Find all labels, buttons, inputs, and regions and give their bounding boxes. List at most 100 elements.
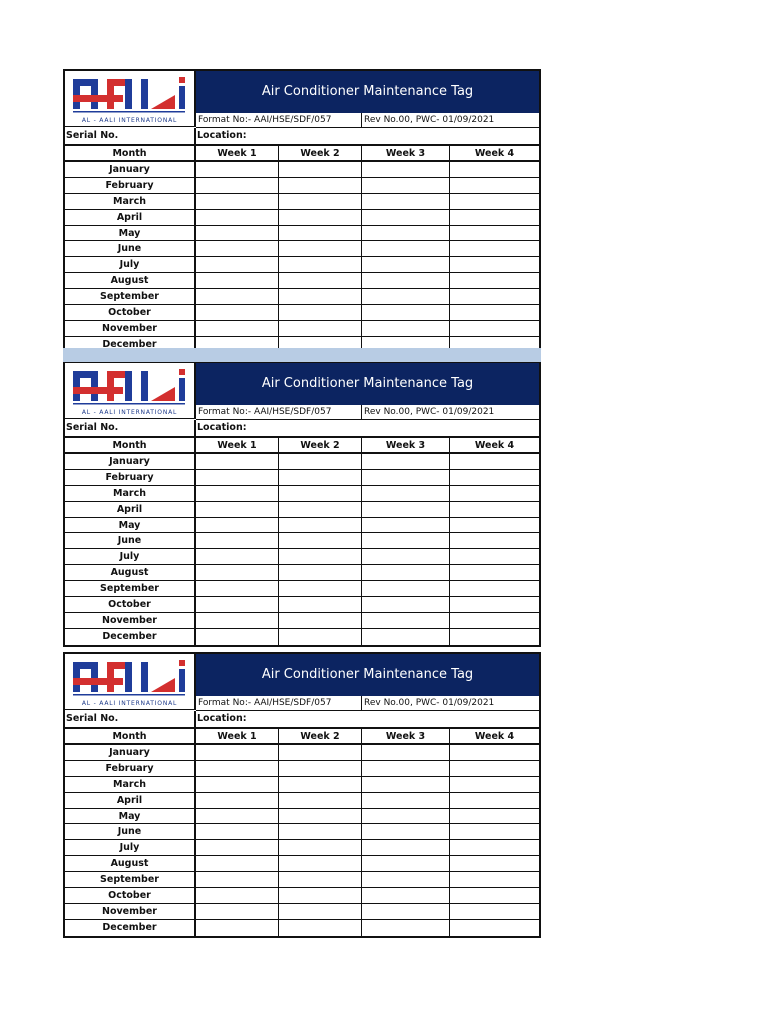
week-cell[interactable]: [279, 162, 362, 178]
week-cell[interactable]: [450, 502, 539, 518]
week-cell[interactable]: [450, 533, 539, 550]
week-cell[interactable]: [279, 501, 362, 518]
week-cell[interactable]: [279, 209, 362, 226]
week-cell[interactable]: [196, 808, 279, 825]
week-cell[interactable]: [279, 612, 362, 629]
week-cell[interactable]: [362, 888, 450, 904]
week-cell[interactable]: [196, 549, 279, 566]
week-cell[interactable]: [362, 581, 450, 598]
week-cell[interactable]: [362, 209, 450, 226]
week-cell[interactable]: [362, 225, 450, 242]
week-cell[interactable]: [196, 257, 279, 274]
week-cell[interactable]: [450, 518, 539, 534]
week-cell[interactable]: [450, 210, 539, 226]
week-cell[interactable]: [196, 209, 279, 226]
week-cell[interactable]: [196, 760, 279, 777]
week-cell[interactable]: [450, 809, 539, 825]
week-cell[interactable]: [279, 872, 362, 889]
week-cell[interactable]: [279, 808, 362, 825]
week-cell[interactable]: [362, 597, 450, 613]
week-cell[interactable]: [450, 454, 539, 470]
week-cell[interactable]: [279, 792, 362, 809]
week-cell[interactable]: [279, 856, 362, 873]
week-cell[interactable]: [450, 241, 539, 258]
week-cell[interactable]: [362, 177, 450, 194]
week-cell[interactable]: [196, 856, 279, 873]
week-cell[interactable]: [196, 597, 279, 613]
week-cell[interactable]: [362, 320, 450, 337]
week-cell[interactable]: [362, 549, 450, 566]
week-cell[interactable]: [362, 533, 450, 550]
week-cell[interactable]: [362, 257, 450, 274]
week-cell[interactable]: [450, 745, 539, 761]
week-cell[interactable]: [450, 565, 539, 582]
week-cell[interactable]: [279, 888, 362, 904]
week-cell[interactable]: [362, 612, 450, 629]
week-cell[interactable]: [450, 289, 539, 306]
week-cell[interactable]: [196, 241, 279, 258]
week-cell[interactable]: [362, 628, 450, 645]
week-cell[interactable]: [362, 469, 450, 486]
week-cell[interactable]: [196, 336, 279, 353]
week-cell[interactable]: [196, 193, 279, 210]
week-cell[interactable]: [450, 872, 539, 889]
week-cell[interactable]: [279, 760, 362, 777]
week-cell[interactable]: [362, 454, 450, 470]
week-cell[interactable]: [362, 776, 450, 793]
week-cell[interactable]: [362, 840, 450, 857]
week-cell[interactable]: [196, 273, 279, 290]
week-cell[interactable]: [196, 305, 279, 321]
week-cell[interactable]: [362, 305, 450, 321]
week-cell[interactable]: [196, 628, 279, 645]
week-cell[interactable]: [362, 856, 450, 873]
week-cell[interactable]: [362, 565, 450, 582]
week-cell[interactable]: [196, 872, 279, 889]
week-cell[interactable]: [196, 289, 279, 306]
week-cell[interactable]: [279, 225, 362, 242]
week-cell[interactable]: [196, 177, 279, 194]
serial-number-field[interactable]: Serial No.: [65, 420, 196, 436]
week-cell[interactable]: [362, 289, 450, 306]
week-cell[interactable]: [450, 840, 539, 857]
week-cell[interactable]: [196, 888, 279, 904]
week-cell[interactable]: [362, 162, 450, 178]
week-cell[interactable]: [450, 761, 539, 777]
week-cell[interactable]: [279, 485, 362, 502]
week-cell[interactable]: [279, 336, 362, 353]
week-cell[interactable]: [450, 824, 539, 841]
week-cell[interactable]: [279, 177, 362, 194]
week-cell[interactable]: [450, 194, 539, 210]
week-cell[interactable]: [279, 549, 362, 566]
week-cell[interactable]: [450, 178, 539, 194]
week-cell[interactable]: [450, 162, 539, 178]
week-cell[interactable]: [196, 485, 279, 502]
week-cell[interactable]: [196, 792, 279, 809]
week-cell[interactable]: [450, 226, 539, 242]
week-cell[interactable]: [450, 793, 539, 809]
week-cell[interactable]: [362, 273, 450, 290]
week-cell[interactable]: [450, 273, 539, 290]
week-cell[interactable]: [279, 824, 362, 841]
week-cell[interactable]: [196, 469, 279, 486]
week-cell[interactable]: [279, 840, 362, 857]
week-cell[interactable]: [279, 257, 362, 274]
week-cell[interactable]: [362, 745, 450, 761]
week-cell[interactable]: [279, 903, 362, 920]
week-cell[interactable]: [450, 920, 539, 936]
week-cell[interactable]: [279, 581, 362, 598]
week-cell[interactable]: [279, 289, 362, 306]
week-cell[interactable]: [196, 903, 279, 920]
week-cell[interactable]: [196, 840, 279, 857]
week-cell[interactable]: [362, 872, 450, 889]
week-cell[interactable]: [196, 162, 279, 178]
week-cell[interactable]: [279, 628, 362, 645]
location-field[interactable]: Location:: [197, 713, 247, 724]
week-cell[interactable]: [362, 792, 450, 809]
week-cell[interactable]: [279, 745, 362, 761]
week-cell[interactable]: [450, 777, 539, 793]
week-cell[interactable]: [279, 776, 362, 793]
week-cell[interactable]: [196, 320, 279, 337]
week-cell[interactable]: [362, 193, 450, 210]
location-field[interactable]: Location:: [197, 130, 247, 141]
week-cell[interactable]: [279, 193, 362, 210]
